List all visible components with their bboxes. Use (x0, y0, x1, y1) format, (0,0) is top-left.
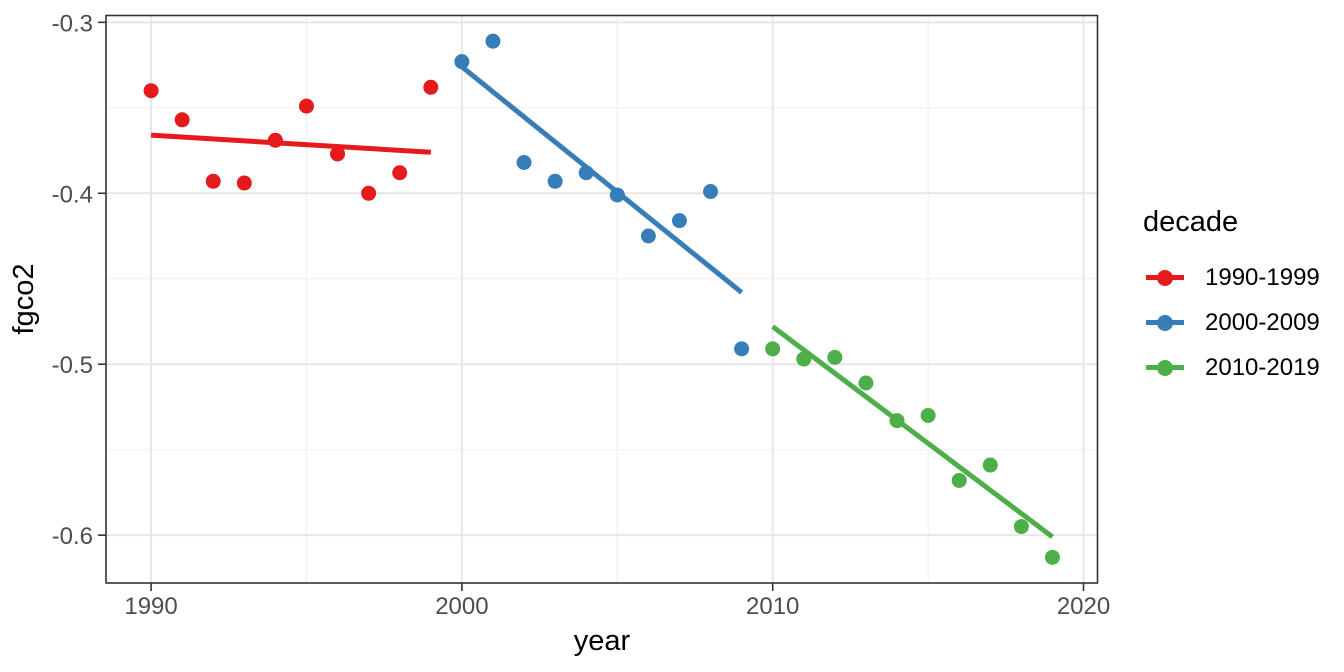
series-points-2010-2019 (765, 341, 1060, 565)
y-tick-label: -0.6 (52, 523, 93, 550)
y-tick-label: -0.3 (52, 10, 93, 37)
legend-entry-label: 2000-2009 (1205, 308, 1320, 336)
data-point (547, 173, 563, 189)
y-axis-title: fgco2 (8, 263, 40, 335)
data-point (982, 457, 998, 473)
data-point (423, 79, 439, 95)
data-point (236, 175, 252, 191)
trend-line-2010-2019 (771, 324, 1054, 539)
legend-key-dot (1157, 359, 1173, 376)
legend-entry-label: 1990-1999 (1205, 263, 1320, 291)
trend-line-1990-1999 (150, 132, 431, 155)
data-point (1044, 549, 1060, 565)
legend: decade 1990-1999 2000-2009 2010-2019 (1143, 206, 1320, 390)
y-tick-label: -0.5 (52, 352, 93, 379)
major-gridlines (106, 15, 1098, 583)
legend-entry: 2010-2019 (1143, 345, 1320, 390)
data-point (827, 349, 843, 365)
x-tick-label: 2010 (746, 593, 799, 620)
data-point (205, 173, 221, 189)
data-point (765, 341, 781, 357)
legend-entry-label: 2010-2019 (1205, 353, 1320, 381)
x-tick-label: 1990 (124, 593, 177, 620)
data-point (174, 112, 190, 128)
legend-entry: 1990-1999 (1143, 255, 1320, 300)
data-point (858, 375, 874, 391)
legend-title: decade (1143, 206, 1239, 238)
legend-key-icon (1146, 269, 1184, 287)
legend-entry: 2000-2009 (1143, 300, 1320, 345)
data-point (454, 54, 470, 70)
x-tick-labels: 1990 2000 2010 2020 (124, 593, 1110, 620)
legend-entries: 1990-1999 2000-2009 2010-2019 (1143, 255, 1320, 390)
x-tick-label: 2000 (435, 593, 488, 620)
data-point (516, 155, 532, 171)
data-point (143, 83, 159, 99)
legend-key-dot (1157, 314, 1173, 331)
data-point (361, 185, 377, 201)
y-tick-labels: -0.3 -0.4 -0.5 -0.6 (52, 10, 93, 550)
x-axis-title: year (573, 625, 631, 657)
data-point (951, 472, 967, 488)
legend-key-icon (1146, 359, 1184, 377)
data-point (920, 407, 936, 423)
data-point (392, 165, 408, 181)
y-tick-label: -0.4 (52, 181, 93, 208)
data-point (703, 184, 719, 200)
data-point (330, 146, 346, 162)
series-points-1990-1999 (143, 79, 439, 201)
data-point (671, 213, 687, 229)
data-point (640, 228, 656, 244)
panel-border (105, 14, 1099, 584)
x-tick-label: 2020 (1057, 593, 1110, 620)
data-point (734, 341, 750, 357)
panel-background (106, 15, 1098, 583)
legend-key-dot (1157, 269, 1173, 286)
data-point (485, 33, 501, 49)
trend-line-2000-2009 (460, 64, 744, 295)
data-point (1013, 519, 1029, 535)
data-point (298, 98, 314, 114)
axis-ticks (98, 21, 1085, 591)
legend-key-icon (1146, 314, 1184, 332)
